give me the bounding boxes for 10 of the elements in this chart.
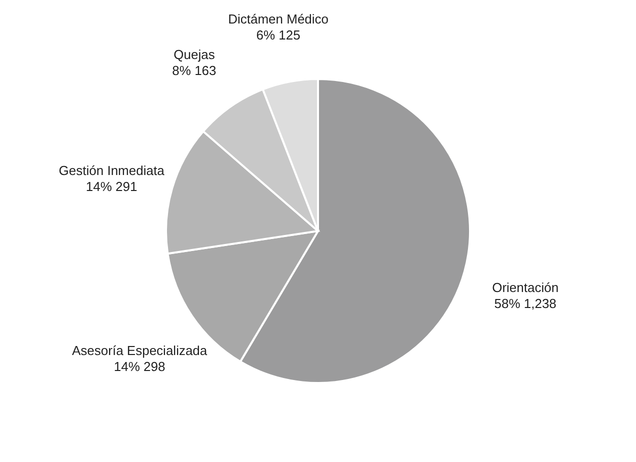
data-label: 58% 1,238 xyxy=(494,296,556,311)
slice-label: Gestión Inmediata xyxy=(58,162,166,178)
data-label: 14% 298 xyxy=(114,358,166,374)
data-label: 6% 125 xyxy=(256,28,300,43)
slice-label: Dictámen Médico xyxy=(228,12,329,27)
slice-label: Orientación xyxy=(492,280,559,295)
slice-label: Quejas xyxy=(174,47,216,62)
data-label: 8% 163 xyxy=(172,63,216,78)
data-label: 14% 291 xyxy=(86,178,138,194)
slice-label: Asesoría Especializada xyxy=(72,342,208,358)
